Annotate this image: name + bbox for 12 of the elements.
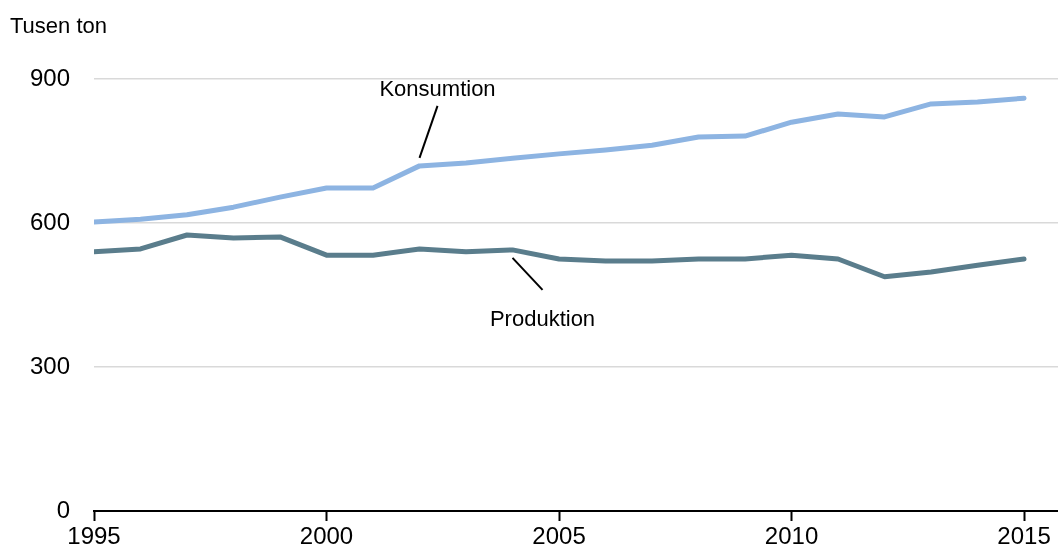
x-tick-label: 2015 bbox=[997, 522, 1051, 550]
x-tick-label: 2005 bbox=[532, 522, 586, 550]
x-tick-label: 2000 bbox=[299, 522, 354, 550]
y-tick-label: 300 bbox=[29, 351, 70, 379]
y-tick-label: 600 bbox=[29, 207, 70, 235]
x-tick-label: 2010 bbox=[764, 522, 819, 550]
x-tick-label: 1995 bbox=[67, 522, 121, 550]
y-tick-label: 0 bbox=[56, 495, 70, 523]
y-axis-title: Tusen ton bbox=[10, 13, 108, 39]
y-tick-label: 900 bbox=[29, 63, 70, 91]
text: Produktion bbox=[489, 305, 596, 331]
text: Konsumtion bbox=[379, 75, 496, 101]
